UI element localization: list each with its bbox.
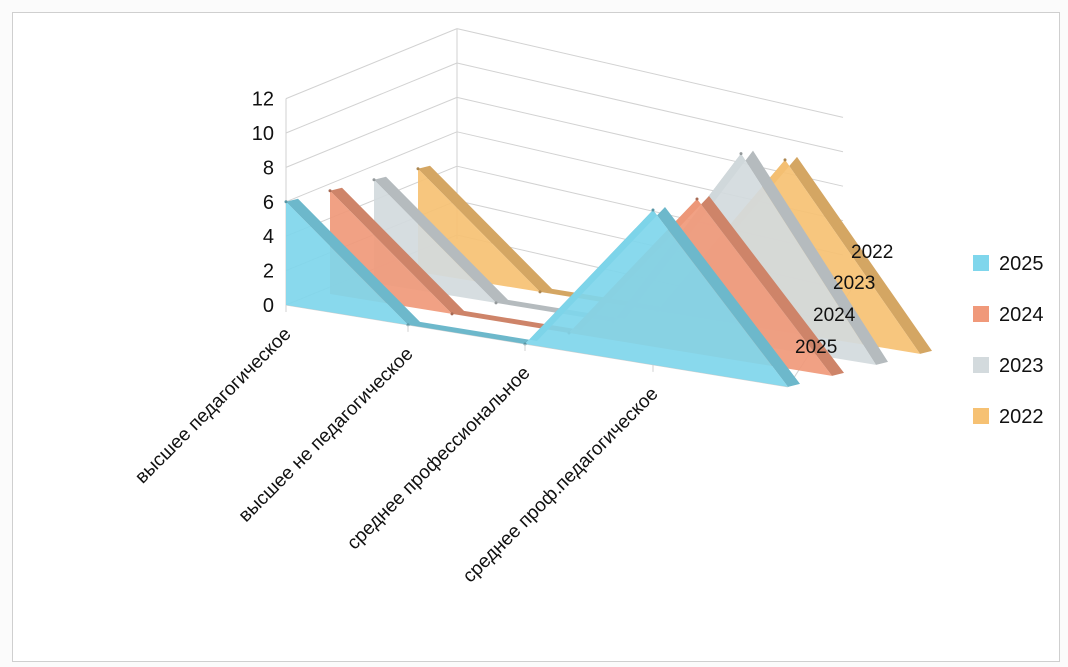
series-2024-point-0 [328,189,332,193]
y-axis: 0 2 4 6 8 10 12 [252,89,274,317]
depth-label: 2025 [795,337,837,358]
series-2025-area [286,201,788,387]
gridline-left-12 [285,28,458,100]
gridline-left-10 [285,62,458,134]
chart-frame: 0 2 4 6 8 10 12 высшее педагогическое высшее не… [12,12,1060,662]
series-2022-point-3 [783,158,787,162]
series-2023-point-3 [739,152,743,156]
legend-swatch-2023 [973,357,989,373]
series-2023-point-1 [494,301,498,305]
y-tick-label: 0 [263,295,274,317]
legend-label: 2025 [999,253,1044,275]
legend: 2025 2024 2023 2022 [973,253,1044,428]
y-tick-label: 6 [263,192,274,214]
series-2022-point-1 [538,290,542,294]
y-tick-label: 12 [252,89,274,111]
series-2025-point-3 [651,208,655,212]
category-label: высшее педагогическое [131,324,295,488]
series-2024-point-3 [695,197,699,201]
depth-label: 2022 [851,242,893,263]
gridline-left-6 [285,131,458,203]
depth-label: 2024 [813,305,856,326]
legend-label: 2022 [999,406,1044,428]
series-2022-point-0 [416,167,420,171]
depth-axis: 2022 2023 2024 2025 [795,242,893,358]
y-tick-label: 2 [263,261,274,283]
y-tick-label: 10 [252,123,274,145]
series-layer [284,150,932,387]
series-2024-ribbon [330,187,844,376]
y-tick-label: 4 [263,226,274,248]
legend-swatch-2025 [973,255,989,271]
gridline-back-10 [456,62,844,153]
series-2024-point-1 [450,312,454,316]
depth-label: 2023 [833,273,875,294]
y-tick-label: 8 [263,157,274,179]
gridline-back-12 [456,28,844,118]
legend-label: 2023 [999,355,1044,377]
legend-label: 2024 [999,304,1044,326]
series-2025-ribbon [286,198,800,387]
legend-swatch-2024 [973,306,989,322]
gridline-left-8 [285,96,458,168]
legend-swatch-2022 [973,408,989,424]
series-2025-point-0 [284,200,288,204]
series-2023-point-0 [372,178,376,182]
